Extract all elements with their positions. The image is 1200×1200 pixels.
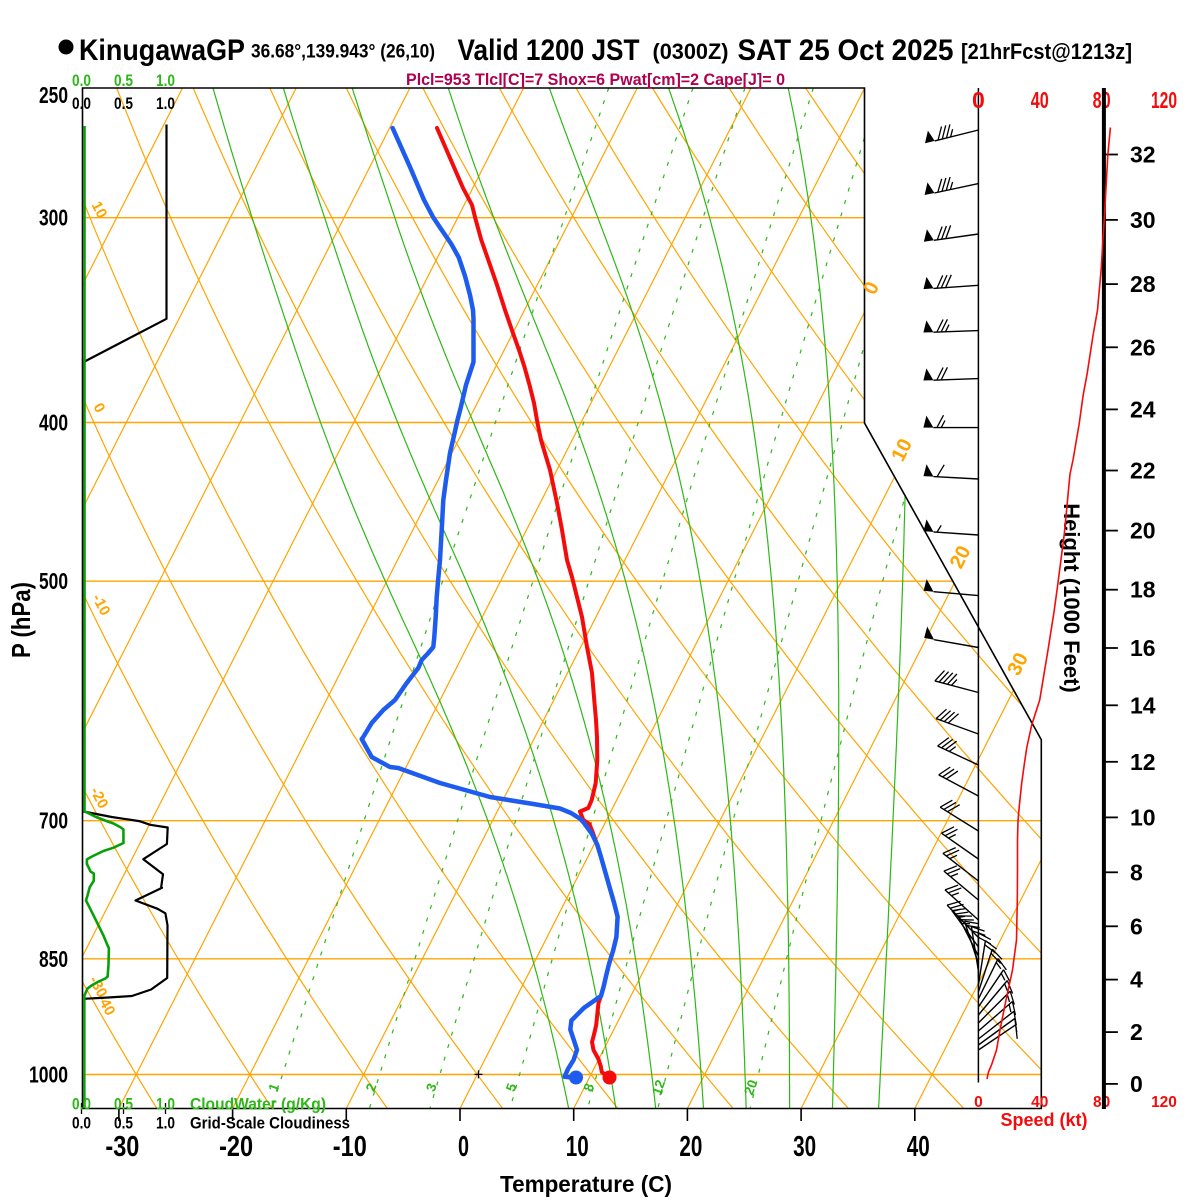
svg-text:0: 0: [974, 1094, 983, 1111]
svg-text:120: 120: [1151, 87, 1177, 113]
svg-text:0.0: 0.0: [72, 95, 91, 113]
svg-text:0: 0: [972, 87, 985, 113]
svg-text:30: 30: [1130, 207, 1156, 233]
svg-text:-10: -10: [333, 1131, 367, 1163]
svg-text:36.68°,139.943° (26,10): 36.68°,139.943° (26,10): [251, 41, 435, 63]
svg-text:2: 2: [1130, 1019, 1143, 1045]
svg-text:P (hPa): P (hPa): [6, 582, 36, 658]
svg-text:300: 300: [39, 205, 68, 231]
svg-text:0.0: 0.0: [72, 1096, 91, 1114]
svg-text:80: 80: [1093, 1094, 1110, 1111]
svg-text:Grid-Scale Cloudiness: Grid-Scale Cloudiness: [190, 1115, 350, 1133]
svg-text:22: 22: [1130, 458, 1156, 484]
svg-text:40: 40: [1031, 87, 1049, 113]
svg-text:-20: -20: [219, 1131, 253, 1163]
svg-text:16: 16: [1130, 635, 1156, 661]
svg-text:500: 500: [39, 568, 68, 594]
svg-text:10: 10: [88, 199, 111, 222]
svg-text:Valid 1200 JST: Valid 1200 JST: [458, 34, 640, 67]
svg-text:Temperature (C): Temperature (C): [500, 1171, 672, 1197]
svg-text:6: 6: [1130, 913, 1143, 939]
svg-text:1.0: 1.0: [156, 72, 175, 90]
svg-text:Height (1000 Feet): Height (1000 Feet): [1059, 503, 1084, 693]
svg-text:SAT 25 Oct 2025: SAT 25 Oct 2025: [738, 34, 954, 67]
svg-text:0.5: 0.5: [114, 1096, 133, 1114]
svg-text:400: 400: [39, 410, 68, 436]
svg-text:0.5: 0.5: [114, 72, 133, 90]
svg-text:12: 12: [649, 1078, 668, 1097]
svg-text:250: 250: [39, 82, 68, 108]
svg-text:[21hrFcst@1213z]: [21hrFcst@1213z]: [961, 39, 1132, 64]
svg-text:0: 0: [1130, 1071, 1143, 1097]
svg-text:1000: 1000: [29, 1062, 68, 1088]
svg-text:4: 4: [1130, 967, 1143, 993]
svg-text:20: 20: [1130, 518, 1156, 544]
svg-text:80: 80: [1093, 87, 1111, 113]
svg-text:0.0: 0.0: [72, 72, 91, 90]
svg-text:26: 26: [1130, 334, 1156, 360]
svg-text:32: 32: [1130, 142, 1156, 168]
svg-text:8: 8: [1130, 859, 1143, 885]
svg-text:40: 40: [1031, 1094, 1048, 1111]
svg-text:850: 850: [39, 946, 68, 972]
svg-text:24: 24: [1130, 396, 1156, 422]
svg-text:40: 40: [907, 1131, 930, 1163]
svg-text:28: 28: [1130, 271, 1156, 297]
svg-text:30: 30: [793, 1131, 816, 1163]
svg-text:Speed (kt): Speed (kt): [1000, 1110, 1087, 1130]
svg-text:0.5: 0.5: [114, 95, 133, 113]
svg-text:Plcl=953 Tlcl[C]=7 Shox=6 Pwat: Plcl=953 Tlcl[C]=7 Shox=6 Pwat[cm]=2 Cap…: [406, 71, 785, 89]
svg-text:1.0: 1.0: [156, 1115, 175, 1133]
svg-text:1.0: 1.0: [156, 95, 175, 113]
svg-text:120: 120: [1151, 1094, 1177, 1111]
svg-text:0.5: 0.5: [114, 1115, 133, 1133]
svg-text:700: 700: [39, 808, 68, 834]
svg-text:20: 20: [741, 1078, 760, 1097]
svg-text:-30: -30: [105, 1131, 139, 1163]
svg-text:(0300Z): (0300Z): [653, 39, 729, 64]
svg-text:0.0: 0.0: [72, 1115, 91, 1133]
svg-text:0: 0: [458, 1131, 469, 1163]
svg-text:12: 12: [1130, 749, 1156, 775]
svg-text:KinugawaGP: KinugawaGP: [79, 34, 245, 67]
svg-text:14: 14: [1130, 692, 1156, 718]
svg-text:10: 10: [566, 1131, 589, 1163]
svg-text:20: 20: [679, 1131, 702, 1163]
svg-text:CloudWater (g/Kg): CloudWater (g/Kg): [190, 1096, 326, 1114]
svg-text:1.0: 1.0: [156, 1096, 175, 1114]
svg-text:18: 18: [1130, 577, 1156, 603]
svg-text:10: 10: [1130, 804, 1156, 830]
